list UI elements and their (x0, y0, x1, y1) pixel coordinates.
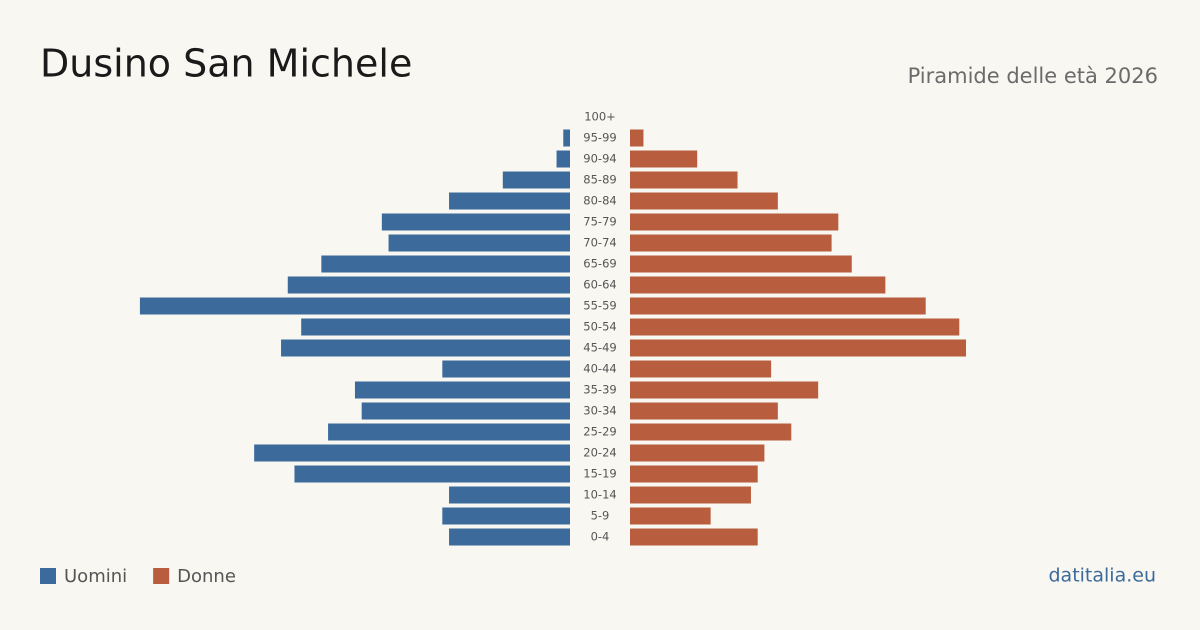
age-label: 20-24 (583, 446, 616, 460)
bar (321, 255, 570, 273)
bar (630, 381, 819, 399)
bar (630, 129, 644, 147)
bar (502, 171, 570, 189)
legend-label: Uomini (64, 566, 127, 587)
chart-subtitle: Piramide delle età 2026 (908, 64, 1158, 88)
age-label: 65-69 (583, 257, 616, 271)
bar (281, 339, 570, 357)
age-label: 5-9 (591, 509, 610, 523)
age-label: 95-99 (583, 131, 616, 145)
bar (630, 423, 792, 441)
age-label: 40-44 (583, 362, 616, 376)
age-label: 0-4 (591, 530, 610, 544)
bar (449, 192, 570, 210)
age-label: 35-39 (583, 383, 616, 397)
bar (449, 486, 570, 504)
age-label: 100+ (584, 110, 616, 124)
legend-swatch (40, 568, 56, 584)
bar (388, 234, 570, 252)
bar (630, 213, 839, 231)
bar (630, 444, 765, 462)
bar (556, 150, 570, 168)
age-label: 10-14 (583, 488, 616, 502)
bar (630, 402, 778, 420)
bar (442, 360, 570, 378)
bar (630, 192, 778, 210)
bar (301, 318, 570, 336)
bar (294, 465, 570, 483)
age-label: 25-29 (583, 425, 616, 439)
age-label: 45-49 (583, 341, 616, 355)
age-label: 55-59 (583, 299, 616, 313)
source[interactable]: datitalia.eu (1049, 565, 1157, 587)
age-label: 70-74 (583, 236, 616, 250)
age-label: 85-89 (583, 173, 616, 187)
bar (361, 402, 570, 420)
bar (381, 213, 570, 231)
age-label: 80-84 (583, 194, 616, 208)
bar (630, 360, 772, 378)
bar (630, 276, 886, 294)
age-label: 90-94 (583, 152, 616, 166)
bar (630, 528, 758, 546)
bar (442, 507, 570, 525)
bar (139, 297, 571, 315)
bar (563, 129, 570, 147)
bar (449, 528, 570, 546)
bar (287, 276, 570, 294)
bar (630, 486, 751, 504)
age-label: 15-19 (583, 467, 616, 481)
bar (630, 339, 966, 357)
age-label: 60-64 (583, 278, 616, 292)
legend-label: Donne (177, 566, 236, 587)
age-label: 75-79 (583, 215, 616, 229)
bar (630, 318, 960, 336)
age-label: 30-34 (583, 404, 616, 418)
bar (354, 381, 570, 399)
age-label: 50-54 (583, 320, 616, 334)
bar (254, 444, 570, 462)
legend-swatch (153, 568, 170, 584)
bar (328, 423, 570, 441)
bar (630, 150, 698, 168)
chart-title: Dusino San Michele (40, 42, 412, 86)
bar (630, 171, 738, 189)
bar (630, 234, 832, 252)
bar (630, 297, 926, 315)
bar (630, 465, 758, 483)
bar (630, 507, 711, 525)
bar (630, 255, 852, 273)
